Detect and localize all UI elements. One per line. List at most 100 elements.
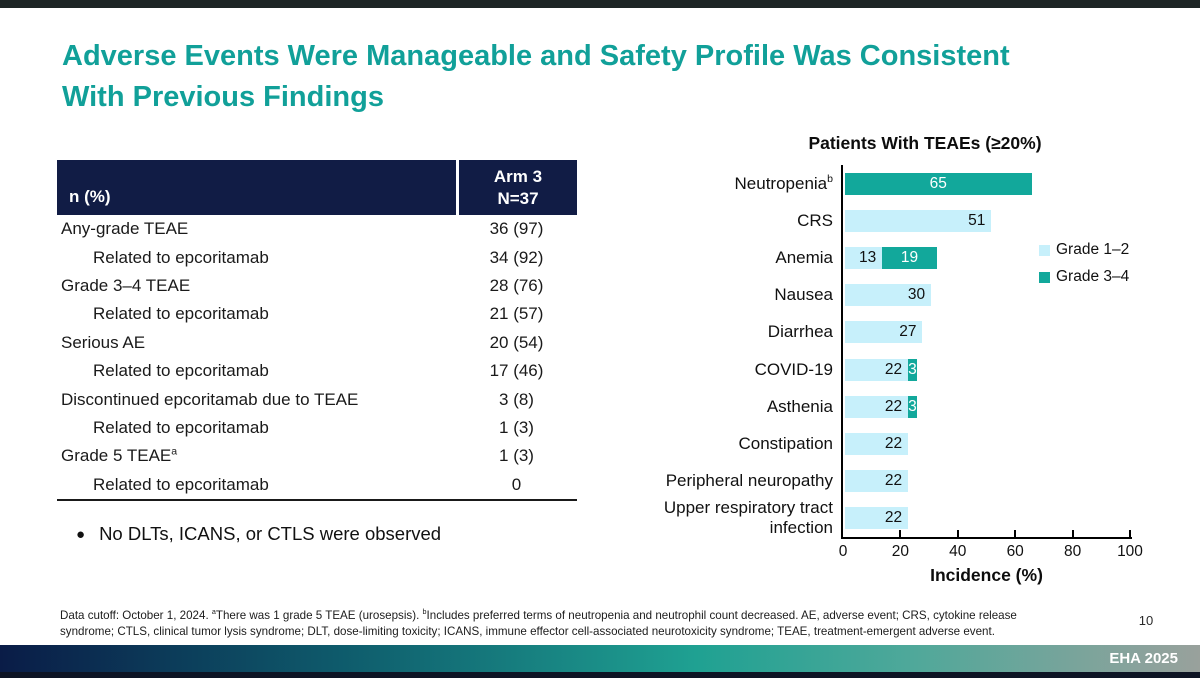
table-row: Serious AE 20 (54)	[57, 329, 577, 357]
x-tick-label: 60	[1006, 543, 1024, 560]
table-row-value: 1 (3)	[499, 417, 534, 437]
x-tick-label: 0	[838, 543, 848, 560]
grade12-bar-segment: 13	[845, 246, 883, 269]
legend-swatch	[1039, 271, 1050, 283]
grade12-value-label: 13	[859, 248, 877, 266]
chart-x-axis-label: Incidence (%)	[930, 565, 1043, 585]
x-tick-label: 80	[1063, 543, 1082, 560]
grade12-bar-segment: 30	[845, 284, 932, 307]
grade34-value-label: 19	[900, 248, 919, 266]
chart-category-label: Neutropenia b	[734, 172, 833, 193]
table-row-value: 3 (8)	[499, 389, 534, 409]
chart-x-axis-line	[841, 537, 1132, 539]
chart-bar-row: 65	[845, 165, 1132, 202]
table-row: Discontinued epcoritamab due to TEAE 3 (8…	[57, 385, 577, 413]
grade12-value-label: 22	[884, 434, 903, 452]
chart-category-label: Diarrhea	[767, 322, 833, 342]
legend-swatch	[1039, 244, 1050, 256]
x-tick-label: 100	[1117, 543, 1143, 560]
chart-bar-row: 13 19	[845, 239, 1132, 276]
footnote-superscript: b	[422, 607, 427, 617]
grade34-value-label: 65	[929, 174, 947, 192]
grade12-bar-segment: 22	[845, 507, 909, 530]
page-number: 10	[1138, 613, 1154, 628]
chart-category-label: Nausea	[774, 285, 833, 305]
table-row-value: 36 (97)	[489, 219, 544, 239]
table-row-label-superscript: a	[171, 445, 178, 458]
legend-label: Grade 3–4	[1056, 268, 1130, 285]
table-header-arm3-line1: Arm 3	[493, 167, 543, 187]
table-row: Grade 5 TEAEa 1 (3)	[57, 442, 577, 470]
grade12-value-label: 27	[899, 323, 917, 341]
chart-title: Patients With TEAEs (≥20%)	[808, 133, 1042, 153]
teae-summary-table: n (%) Arm 3 N=37 Any-grade TEAE 36 (97) Re…	[57, 160, 577, 501]
grade12-value-label: 22	[884, 397, 903, 415]
chart-bar-row: 22	[845, 500, 1132, 537]
chart-category-label: COVID-19	[754, 359, 833, 379]
table-row-label: Related to epcoritamab	[93, 474, 269, 494]
grade12-bar-segment: 22	[845, 395, 909, 418]
chart-bars: 65 51 13 19 30 27 22 3 22 3 22 22 22	[845, 165, 1132, 537]
table-row-value: 21 (57)	[489, 304, 544, 324]
table-row-value: 1 (3)	[499, 446, 534, 466]
table-header-divider	[456, 160, 459, 215]
top-border-strip	[0, 0, 1200, 8]
grade34-value-label: 3	[908, 397, 917, 415]
grade12-value-label: 51	[968, 211, 986, 229]
x-tick-label: 20	[891, 543, 910, 560]
grade12-bar-segment: 22	[845, 470, 909, 493]
grade34-bar-segment: 3	[908, 358, 917, 381]
chart-category-label: Constipation	[738, 433, 833, 453]
chart-bar-row: 30	[845, 277, 1132, 314]
table-row-label: Related to epcoritamab	[93, 361, 269, 381]
table-header-npct: n (%)	[69, 187, 111, 206]
table-row-value: 0	[511, 474, 522, 494]
table-row-value: 20 (54)	[489, 332, 544, 352]
table-row-label: Grade 5 TEAEa	[61, 445, 178, 466]
slide-title: Adverse Events Were Manageable and Safet…	[62, 40, 1010, 113]
chart-category-label: Asthenia	[766, 396, 833, 416]
grade34-bar-segment: 19	[882, 246, 937, 269]
table-header-arm3-line2: N=37	[497, 188, 539, 208]
bullet-text: No DLTs, ICANS, or CTLS were observed	[99, 523, 442, 544]
grade12-value-label: 22	[884, 509, 903, 527]
chart-category-label: Upper respiratory tract infection	[663, 498, 833, 538]
chart-bar-row: 27	[845, 314, 1132, 351]
table-body: Any-grade TEAE 36 (97) Related to epcorita…	[57, 215, 577, 501]
chart-bar-row: 22 3	[845, 351, 1132, 388]
table-row: Related to epcoritamab 1 (3)	[57, 414, 577, 442]
chart-plot-area: 65 51 13 19 30 27 22 3 22 3 22 22 22	[841, 165, 1130, 537]
grade34-bar-segment: 65	[845, 172, 1032, 195]
conference-label: EHA 2025	[1109, 650, 1178, 667]
table-row: Related to epcoritamab 0	[57, 471, 577, 499]
table-header-arm3: Arm 3 N=37	[459, 160, 577, 215]
legend-item: Grade 1–2	[1039, 241, 1129, 259]
chart-bar-row: 22 3	[845, 388, 1132, 425]
x-tick-label: 40	[949, 543, 967, 560]
chart-category-label: Peripheral neuropathy	[665, 471, 833, 491]
bottom-border-strip	[0, 672, 1200, 678]
grade12-bar-segment: 22	[845, 432, 909, 455]
chart-bar-row: 51	[845, 202, 1132, 239]
grade12-value-label: 22	[884, 360, 903, 378]
grade12-bar-segment: 22	[845, 358, 909, 381]
footer-bar: EHA 2025	[0, 645, 1200, 672]
table-row-value: 34 (92)	[489, 247, 544, 267]
chart-bar-row: 22	[845, 463, 1132, 500]
table-row-label: Related to epcoritamab	[93, 417, 269, 437]
grade12-bar-segment: 51	[845, 209, 992, 232]
chart-category-label: Anemia	[775, 247, 833, 267]
table-row-label: Discontinued epcoritamab due to TEAE	[61, 389, 359, 409]
chart-category-label: CRS	[797, 210, 833, 230]
footnote: Data cutoff: October 1, 2024. aThere was…	[60, 607, 1017, 639]
chart-category-labels: Neutropenia b CRS Anemia Nausea Diarrhea COVID…	[598, 165, 833, 537]
table-row-label: Any-grade TEAE	[61, 219, 189, 239]
table-row-label: Related to epcoritamab	[93, 304, 269, 324]
legend-item: Grade 3–4	[1039, 268, 1129, 286]
grade12-value-label: 22	[884, 472, 903, 490]
table-row-value: 28 (76)	[489, 275, 544, 295]
chart-bar-row: 22	[845, 425, 1132, 462]
grade34-value-label: 3	[908, 360, 917, 378]
grade12-value-label: 30	[907, 286, 926, 304]
